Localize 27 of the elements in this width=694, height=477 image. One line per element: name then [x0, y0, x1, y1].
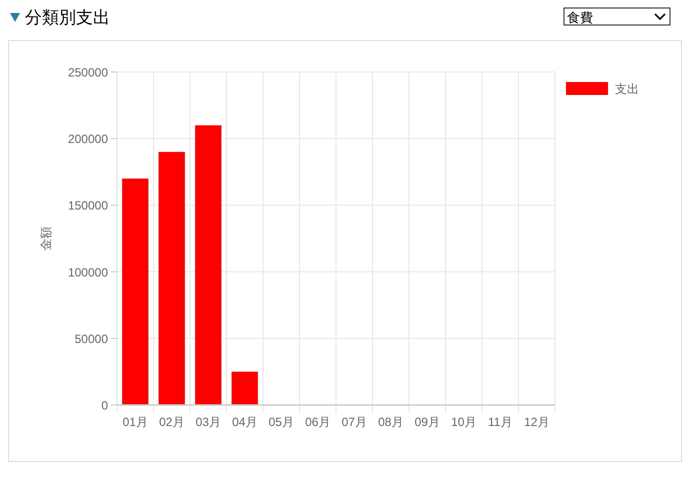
bar — [158, 152, 185, 405]
y-tick-label: 200000 — [68, 132, 108, 146]
x-tick-label: 08月 — [378, 415, 404, 429]
x-tick-label: 01月 — [122, 415, 148, 429]
x-tick-label: 03月 — [196, 415, 221, 429]
bar — [232, 372, 258, 405]
y-tick-label: 250000 — [68, 66, 108, 80]
x-tick-label: 06月 — [305, 415, 330, 429]
y-tick-label: 150000 — [68, 198, 108, 213]
x-tick-label: 02月 — [159, 415, 184, 429]
x-tick-label: 10月 — [451, 415, 476, 429]
x-tick-label: 11月 — [488, 415, 512, 429]
y-tick-label: 50000 — [74, 332, 108, 346]
x-tick-label: 04月 — [232, 415, 258, 429]
y-axis-title: 金額 — [39, 226, 53, 250]
bar — [122, 178, 148, 405]
y-tick-label: 0 — [101, 398, 108, 412]
chart-title: 分類別支出 — [25, 8, 110, 27]
x-tick-label: 12月 — [524, 415, 550, 429]
legend: 支出 — [566, 82, 639, 96]
bar — [195, 125, 222, 405]
selector: 食費 — [564, 8, 670, 26]
y-tick-label: 100000 — [68, 265, 108, 280]
x-tick-label: 05月 — [268, 415, 294, 429]
legend-label: 支出 — [615, 82, 639, 96]
x-tick-label: 07月 — [342, 415, 367, 429]
x-tick-label: 09月 — [414, 415, 440, 429]
